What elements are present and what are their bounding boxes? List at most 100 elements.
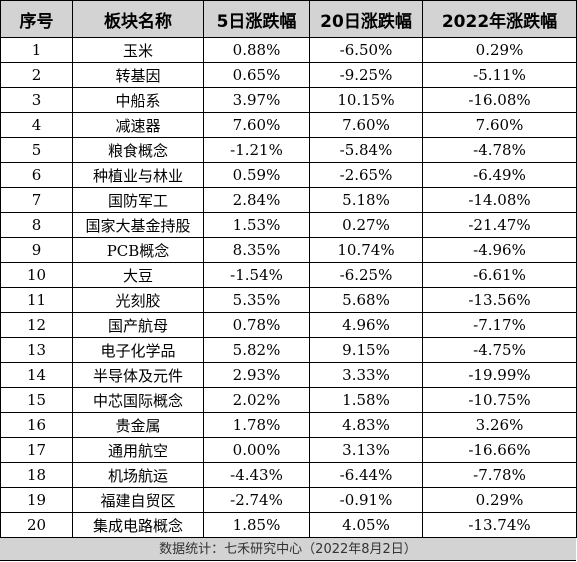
change-20d: 4.96%: [309, 312, 423, 338]
change-5d: 0.65%: [203, 62, 310, 88]
change-2022: -5.11%: [422, 62, 577, 88]
change-2022: -7.78%: [422, 462, 577, 488]
change-20d: -6.25%: [309, 262, 423, 288]
change-5d: 3.97%: [203, 87, 310, 113]
sector-name: 转基因: [72, 62, 204, 88]
sector-name: PCB概念: [72, 237, 204, 263]
row-index: 4: [0, 112, 73, 138]
sector-name: 通用航空: [72, 437, 204, 463]
table-row: 9 PCB概念 8.35% 10.74% -4.96%: [0, 237, 577, 263]
table-row: 12 国产航母 0.78% 4.96% -7.17%: [0, 312, 577, 338]
change-2022: -4.75%: [422, 337, 577, 363]
sector-name: 半导体及元件: [72, 362, 204, 388]
table-row: 15 中芯国际概念 2.02% 1.58% -10.75%: [0, 387, 577, 413]
change-5d: 1.53%: [203, 212, 310, 238]
sector-name: 机场航运: [72, 462, 204, 488]
row-index: 18: [0, 462, 73, 488]
sector-name: 电子化学品: [72, 337, 204, 363]
sector-name: 玉米: [72, 37, 204, 63]
change-20d: 9.15%: [309, 337, 423, 363]
row-index: 13: [0, 337, 73, 363]
change-20d: 1.58%: [309, 387, 423, 413]
header-2022-change: 2022年涨跌幅: [422, 0, 577, 38]
change-20d: 3.33%: [309, 362, 423, 388]
row-index: 6: [0, 162, 73, 188]
change-5d: -4.43%: [203, 462, 310, 488]
row-index: 14: [0, 362, 73, 388]
change-2022: -7.17%: [422, 312, 577, 338]
sector-name: 光刻胶: [72, 287, 204, 313]
table-row: 2 转基因 0.65% -9.25% -5.11%: [0, 62, 577, 88]
table-row: 14 半导体及元件 2.93% 3.33% -19.99%: [0, 362, 577, 388]
row-index: 19: [0, 487, 73, 513]
change-2022: -13.74%: [422, 512, 577, 538]
table-row: 6 种植业与林业 0.59% -2.65% -6.49%: [0, 162, 577, 188]
sector-name: 粮食概念: [72, 137, 204, 163]
sector-name: 国家大基金持股: [72, 212, 204, 238]
change-20d: 10.15%: [309, 87, 423, 113]
change-20d: 7.60%: [309, 112, 423, 138]
change-20d: 0.27%: [309, 212, 423, 238]
change-2022: -16.66%: [422, 437, 577, 463]
header-20d-change: 20日涨跌幅: [309, 0, 423, 38]
change-2022: -14.08%: [422, 187, 577, 213]
source-note: 数据统计：七禾研究中心（2022年8月2日）: [0, 537, 576, 561]
row-index: 20: [0, 512, 73, 538]
sector-name: 种植业与林业: [72, 162, 204, 188]
row-index: 5: [0, 137, 73, 163]
sector-name: 福建自贸区: [72, 487, 204, 513]
sector-name: 集成电路概念: [72, 512, 204, 538]
change-5d: -1.54%: [203, 262, 310, 288]
row-index: 11: [0, 287, 73, 313]
change-20d: -0.91%: [309, 487, 423, 513]
header-index: 序号: [0, 0, 73, 38]
change-5d: 5.35%: [203, 287, 310, 313]
row-index: 2: [0, 62, 73, 88]
sector-name: 减速器: [72, 112, 204, 138]
change-5d: -1.21%: [203, 137, 310, 163]
table-row: 11 光刻胶 5.35% 5.68% -13.56%: [0, 287, 577, 313]
change-5d: 0.88%: [203, 37, 310, 63]
change-2022: 7.60%: [422, 112, 577, 138]
change-2022: -16.08%: [422, 87, 577, 113]
change-2022: -19.99%: [422, 362, 577, 388]
change-2022: -21.47%: [422, 212, 577, 238]
table-row: 8 国家大基金持股 1.53% 0.27% -21.47%: [0, 212, 577, 238]
change-2022: -6.61%: [422, 262, 577, 288]
change-20d: 10.74%: [309, 237, 423, 263]
table-row: 19 福建自贸区 -2.74% -0.91% 0.29%: [0, 487, 577, 513]
row-index: 9: [0, 237, 73, 263]
sector-performance-table: 序号 板块名称 5日涨跌幅 20日涨跌幅 2022年涨跌幅 1 玉米 0.88% -6…: [0, 0, 577, 538]
change-5d: 0.00%: [203, 437, 310, 463]
table-row: 17 通用航空 0.00% 3.13% -16.66%: [0, 437, 577, 463]
change-5d: 1.85%: [203, 512, 310, 538]
change-5d: 7.60%: [203, 112, 310, 138]
sector-name: 国产航母: [72, 312, 204, 338]
table-row: 4 减速器 7.60% 7.60% 7.60%: [0, 112, 577, 138]
change-5d: 0.59%: [203, 162, 310, 188]
header-row: 序号 板块名称 5日涨跌幅 20日涨跌幅 2022年涨跌幅: [0, 0, 577, 38]
change-2022: -13.56%: [422, 287, 577, 313]
change-2022: 0.29%: [422, 37, 577, 63]
change-20d: 4.83%: [309, 412, 423, 438]
row-index: 7: [0, 187, 73, 213]
table-row: 10 大豆 -1.54% -6.25% -6.61%: [0, 262, 577, 288]
table-row: 18 机场航运 -4.43% -6.44% -7.78%: [0, 462, 577, 488]
change-20d: 5.68%: [309, 287, 423, 313]
change-5d: -2.74%: [203, 487, 310, 513]
sector-name: 中船系: [72, 87, 204, 113]
change-20d: -9.25%: [309, 62, 423, 88]
sector-name: 贵金属: [72, 412, 204, 438]
row-index: 15: [0, 387, 73, 413]
sector-name: 国防军工: [72, 187, 204, 213]
change-2022: -4.96%: [422, 237, 577, 263]
row-index: 8: [0, 212, 73, 238]
row-index: 16: [0, 412, 73, 438]
row-index: 10: [0, 262, 73, 288]
row-index: 12: [0, 312, 73, 338]
table-row: 13 电子化学品 5.82% 9.15% -4.75%: [0, 337, 577, 363]
change-5d: 2.93%: [203, 362, 310, 388]
change-5d: 1.78%: [203, 412, 310, 438]
change-20d: -5.84%: [309, 137, 423, 163]
change-20d: -2.65%: [309, 162, 423, 188]
